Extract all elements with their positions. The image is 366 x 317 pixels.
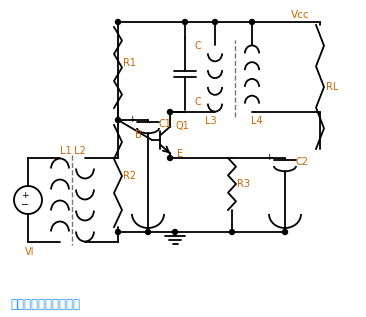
Circle shape — [116, 20, 120, 24]
Text: L2: L2 — [74, 146, 86, 156]
Text: −: − — [21, 200, 29, 210]
Text: C: C — [195, 41, 201, 51]
Circle shape — [183, 20, 187, 24]
Text: C1: C1 — [158, 119, 171, 129]
Text: +: + — [265, 153, 273, 163]
Text: R3: R3 — [238, 179, 250, 189]
Circle shape — [283, 230, 288, 235]
Circle shape — [229, 230, 235, 235]
Text: L1: L1 — [60, 146, 72, 156]
Text: RL: RL — [326, 82, 338, 92]
Circle shape — [146, 230, 150, 235]
Text: +: + — [21, 191, 29, 200]
Text: L3: L3 — [205, 116, 217, 126]
Circle shape — [172, 230, 178, 235]
Text: 选频（带通）放大电路: 选频（带通）放大电路 — [10, 299, 80, 312]
Text: C2: C2 — [295, 157, 309, 167]
Text: C: C — [195, 97, 201, 107]
Text: Q1: Q1 — [175, 121, 189, 131]
Text: R2: R2 — [123, 171, 137, 181]
Text: L4: L4 — [251, 116, 263, 126]
Text: B: B — [135, 130, 141, 140]
Circle shape — [213, 20, 217, 24]
Circle shape — [116, 118, 120, 122]
Text: E: E — [177, 149, 183, 159]
Circle shape — [116, 230, 120, 235]
Text: Vcc: Vcc — [291, 10, 309, 20]
Text: VI: VI — [25, 247, 35, 257]
Text: +: + — [128, 115, 136, 125]
Text: R1: R1 — [123, 58, 137, 68]
Circle shape — [250, 20, 254, 24]
Circle shape — [168, 156, 172, 160]
Circle shape — [168, 109, 172, 114]
